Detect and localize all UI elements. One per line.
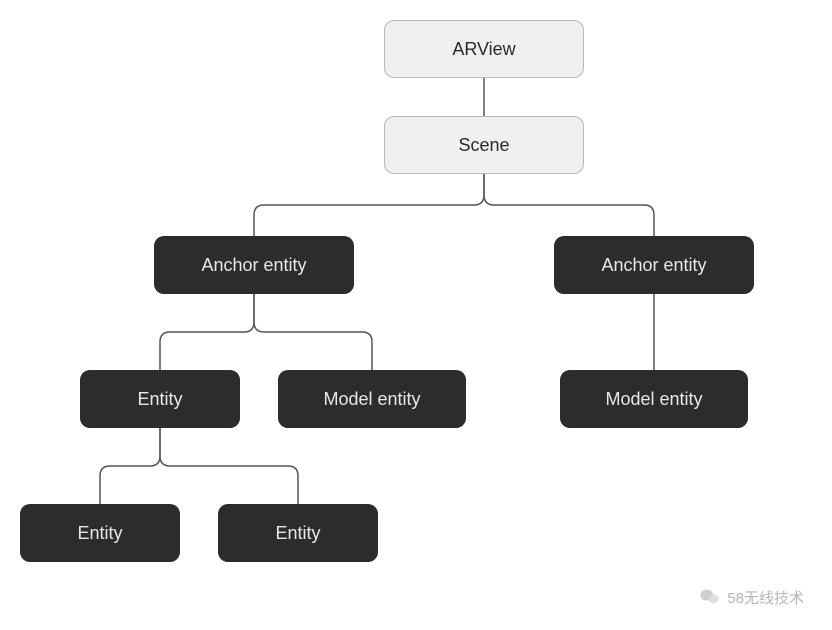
node-label: Entity [77,523,122,544]
edge [160,294,254,370]
node-model2: Model entity [560,370,748,428]
wechat-icon [699,586,721,608]
watermark-text: 58无线技术 [727,587,804,608]
node-label: ARView [452,39,515,60]
node-label: Entity [275,523,320,544]
edge [484,174,654,236]
edge [254,294,372,370]
node-model1: Model entity [278,370,466,428]
node-label: Entity [137,389,182,410]
node-entity: Entity [80,370,240,428]
watermark: 58无线技术 [699,586,804,608]
node-anchor2: Anchor entity [554,236,754,294]
node-label: Model entity [605,389,702,410]
node-entity-a: Entity [20,504,180,562]
edge [160,428,298,504]
node-label: Anchor entity [201,255,306,276]
edge [100,428,160,504]
node-label: Scene [458,135,509,156]
node-scene: Scene [384,116,584,174]
node-arview: ARView [384,20,584,78]
node-entity-b: Entity [218,504,378,562]
node-label: Anchor entity [601,255,706,276]
node-anchor1: Anchor entity [154,236,354,294]
edge [254,174,484,236]
node-label: Model entity [323,389,420,410]
